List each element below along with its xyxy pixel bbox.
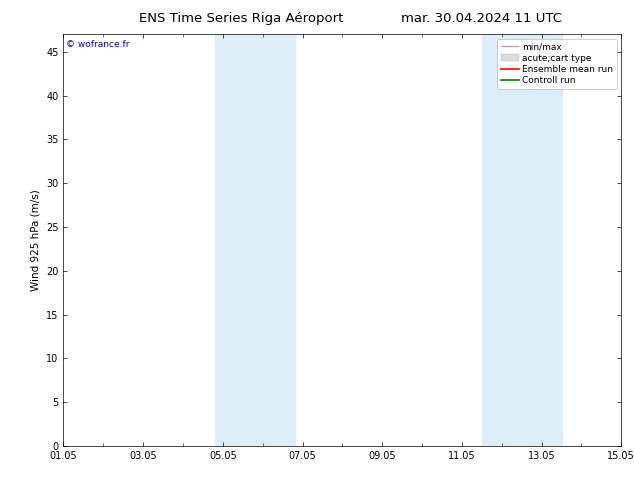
Text: © wofrance.fr: © wofrance.fr — [66, 41, 130, 49]
Bar — [215, 34, 295, 446]
Text: ENS Time Series Riga Aéroport: ENS Time Series Riga Aéroport — [139, 12, 343, 25]
Text: mar. 30.04.2024 11 UTC: mar. 30.04.2024 11 UTC — [401, 12, 562, 25]
Bar — [482, 34, 562, 446]
Legend: min/max, acute;cart type, Ensemble mean run, Controll run: min/max, acute;cart type, Ensemble mean … — [497, 39, 617, 89]
Y-axis label: Wind 925 hPa (m/s): Wind 925 hPa (m/s) — [30, 189, 41, 291]
